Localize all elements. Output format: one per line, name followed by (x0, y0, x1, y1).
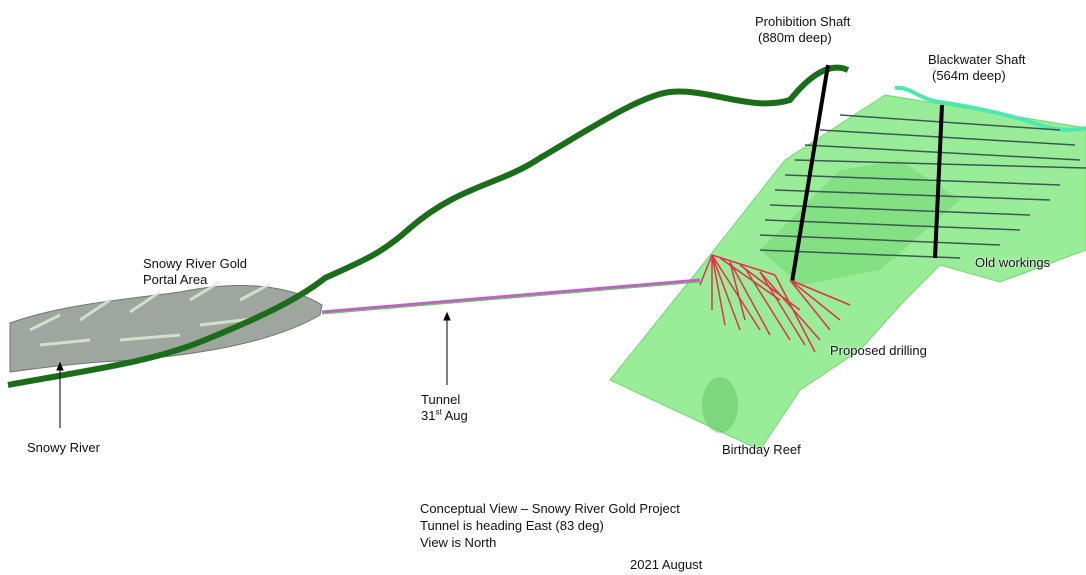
label-pointers (56, 311, 451, 428)
caption-line-2: Tunnel is heading East (83 deg) (420, 518, 604, 533)
caption-line-3: View is North (420, 535, 497, 550)
caption-line-1: Conceptual View – Snowy River Gold Proje… (420, 501, 680, 516)
blackwater-river (894, 85, 1086, 132)
blackwater-shaft (933, 104, 944, 259)
birthday-reef-label: Birthday Reef (722, 442, 801, 457)
reef-shadow (702, 377, 738, 433)
portal-terrain-highlights (29, 280, 271, 347)
prohibition-shaft (790, 64, 830, 283)
tunnel-label: Tunnel 31st Aug (421, 392, 468, 423)
proposed-drilling-label: Proposed drilling (830, 343, 927, 358)
portal-area-label: Snowy River Gold Portal Area (143, 256, 248, 287)
birthday-reef-plane (609, 94, 1086, 451)
old-workings-label: Old workings (975, 255, 1051, 270)
tunnel-line (321, 278, 701, 314)
reef-shading (760, 160, 960, 285)
proposed-drilling (699, 254, 851, 353)
portal-terrain (9, 285, 323, 373)
snowy-river-label: Snowy River (27, 440, 100, 455)
tunnel-line-edge (321, 281, 701, 315)
caption: Conceptual View – Snowy River Gold Proje… (420, 500, 680, 551)
blackwater-shaft-label: Blackwater Shaft (564m deep) (928, 52, 1026, 83)
date-label: 2021 August (630, 557, 703, 572)
prohibition-shaft-label: Prohibition Shaft (880m deep) (755, 14, 851, 45)
snowy-river (7, 64, 850, 388)
